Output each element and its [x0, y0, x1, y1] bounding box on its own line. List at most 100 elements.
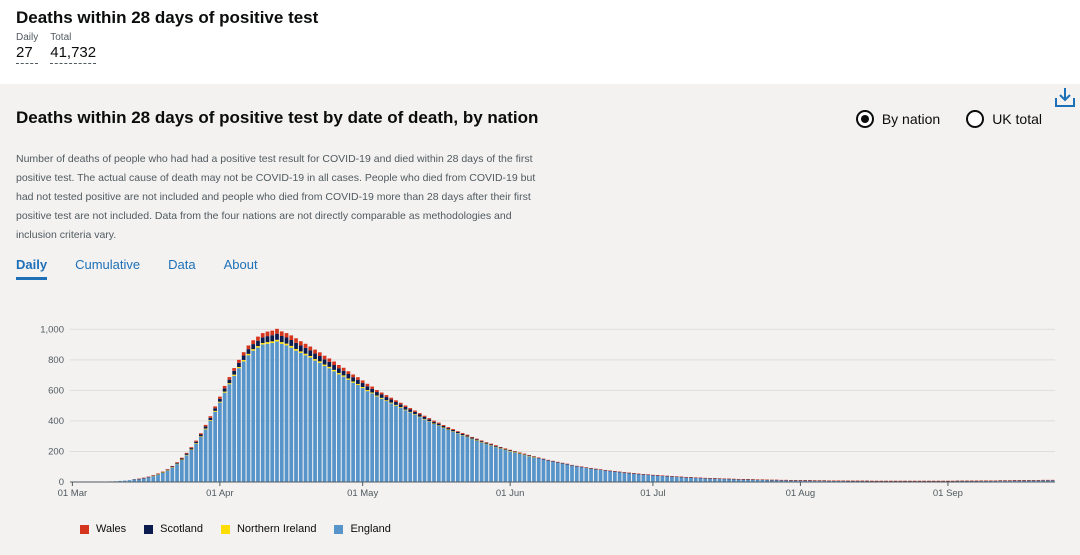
bar-segment-england[interactable]	[351, 382, 355, 482]
bar-segment-northern-ireland[interactable]	[527, 455, 532, 457]
bar-segment-scotland[interactable]	[446, 428, 451, 430]
bar-segment-england[interactable]	[346, 379, 351, 482]
bar-segment-scotland[interactable]	[579, 466, 584, 468]
bar-segment-england[interactable]	[213, 411, 217, 482]
bar-segment-england[interactable]	[313, 360, 317, 482]
bar-segment-wales[interactable]	[489, 443, 493, 445]
bar-segment-wales[interactable]	[993, 480, 998, 481]
bar-segment-england[interactable]	[717, 478, 722, 482]
bar-segment-scotland[interactable]	[384, 397, 389, 401]
bar-segment-england[interactable]	[551, 461, 555, 482]
bar-segment-wales[interactable]	[218, 396, 222, 399]
bar-segment-wales[interactable]	[237, 359, 241, 363]
bar-segment-wales[interactable]	[988, 480, 993, 481]
bar-segment-wales[interactable]	[946, 480, 950, 482]
bar-segment-northern-ireland[interactable]	[251, 349, 256, 351]
bar-segment-wales[interactable]	[356, 377, 360, 380]
bar-segment-wales[interactable]	[836, 480, 841, 481]
bar-segment-wales[interactable]	[684, 476, 689, 478]
bar-segment-england[interactable]	[441, 427, 446, 482]
bar-segment-wales[interactable]	[513, 451, 517, 452]
bar-segment-england[interactable]	[303, 355, 308, 482]
bar-segment-england[interactable]	[327, 368, 332, 482]
bar-segment-england[interactable]	[270, 343, 275, 482]
bar-segment-wales[interactable]	[789, 480, 793, 481]
bar-segment-england[interactable]	[484, 443, 489, 482]
bar-segment-wales[interactable]	[741, 479, 746, 480]
bar-segment-wales[interactable]	[279, 331, 284, 336]
radio-uk-total-label[interactable]: UK total	[992, 111, 1042, 127]
bar-segment-wales[interactable]	[698, 477, 703, 479]
bar-segment-england[interactable]	[760, 479, 765, 482]
bar-segment-wales[interactable]	[460, 432, 465, 434]
bar-segment-northern-ireland[interactable]	[494, 446, 498, 448]
bar-segment-england[interactable]	[636, 473, 641, 482]
bar-segment-scotland[interactable]	[436, 423, 441, 426]
bar-segment-england[interactable]	[722, 478, 727, 482]
bar-segment-wales[interactable]	[470, 436, 474, 438]
bar-segment-england[interactable]	[151, 475, 156, 482]
bar-segment-scotland[interactable]	[237, 362, 241, 367]
tab-cumulative[interactable]: Cumulative	[75, 257, 141, 272]
bar-segment-england[interactable]	[817, 480, 822, 482]
bar-segment-scotland[interactable]	[256, 340, 260, 347]
bar-segment-wales[interactable]	[1050, 479, 1055, 481]
bar-segment-wales[interactable]	[979, 480, 984, 481]
bar-segment-scotland[interactable]	[341, 370, 346, 376]
bar-segment-england[interactable]	[736, 479, 741, 482]
bar-segment-wales[interactable]	[593, 468, 598, 470]
bar-segment-northern-ireland[interactable]	[232, 374, 237, 376]
bar-segment-scotland[interactable]	[460, 433, 465, 436]
bar-segment-wales[interactable]	[375, 390, 379, 393]
bar-segment-england[interactable]	[413, 414, 417, 482]
bar-segment-wales[interactable]	[474, 438, 479, 440]
bar-segment-northern-ireland[interactable]	[284, 343, 289, 346]
bar-segment-wales[interactable]	[908, 480, 912, 482]
bar-segment-wales[interactable]	[898, 480, 903, 482]
bar-segment-scotland[interactable]	[498, 447, 503, 449]
bar-segment-wales[interactable]	[227, 377, 232, 380]
bar-segment-wales[interactable]	[137, 478, 141, 480]
bar-segment-england[interactable]	[670, 476, 674, 482]
bar-segment-england[interactable]	[175, 463, 179, 482]
bar-segment-england[interactable]	[546, 460, 551, 482]
bar-segment-scotland[interactable]	[260, 337, 265, 344]
bar-segment-wales[interactable]	[294, 338, 298, 343]
bar-segment-northern-ireland[interactable]	[256, 346, 260, 348]
bar-segment-england[interactable]	[118, 480, 122, 482]
bar-segment-wales[interactable]	[222, 385, 227, 389]
bar-segment-wales[interactable]	[403, 405, 408, 408]
bar-segment-northern-ireland[interactable]	[265, 342, 270, 344]
bar-segment-northern-ireland[interactable]	[270, 341, 275, 344]
bar-segment-wales[interactable]	[422, 415, 427, 417]
bar-segment-northern-ireland[interactable]	[275, 339, 279, 342]
bar-segment-england[interactable]	[308, 357, 313, 482]
bar-segment-wales[interactable]	[817, 480, 822, 481]
bar-segment-scotland[interactable]	[156, 473, 160, 475]
bar-segment-england[interactable]	[612, 471, 617, 482]
bar-segment-wales[interactable]	[636, 473, 641, 475]
bar-segment-england[interactable]	[689, 477, 693, 482]
bar-segment-northern-ireland[interactable]	[208, 420, 213, 421]
bar-segment-northern-ireland[interactable]	[227, 383, 232, 385]
bar-segment-scotland[interactable]	[546, 460, 551, 461]
bar-segment-england[interactable]	[860, 480, 865, 482]
bar-segment-scotland[interactable]	[427, 419, 432, 422]
bar-segment-scotland[interactable]	[246, 349, 251, 354]
bar-segment-scotland[interactable]	[403, 407, 408, 410]
bar-segment-wales[interactable]	[760, 479, 765, 480]
bar-segment-england[interactable]	[137, 478, 141, 482]
bar-segment-northern-ireland[interactable]	[470, 438, 474, 440]
bar-segment-england[interactable]	[850, 480, 855, 482]
bar-segment-northern-ireland[interactable]	[260, 343, 265, 345]
bar-segment-wales[interactable]	[608, 470, 612, 472]
bar-segment-scotland[interactable]	[389, 399, 394, 403]
bar-segment-england[interactable]	[1012, 480, 1017, 482]
bar-segment-england[interactable]	[522, 454, 527, 482]
bar-segment-northern-ireland[interactable]	[384, 400, 389, 402]
bar-segment-wales[interactable]	[522, 453, 527, 455]
bar-segment-northern-ireland[interactable]	[408, 411, 413, 413]
bar-segment-england[interactable]	[560, 463, 565, 482]
bar-segment-scotland[interactable]	[170, 466, 175, 468]
bar-segment-northern-ireland[interactable]	[213, 410, 217, 412]
